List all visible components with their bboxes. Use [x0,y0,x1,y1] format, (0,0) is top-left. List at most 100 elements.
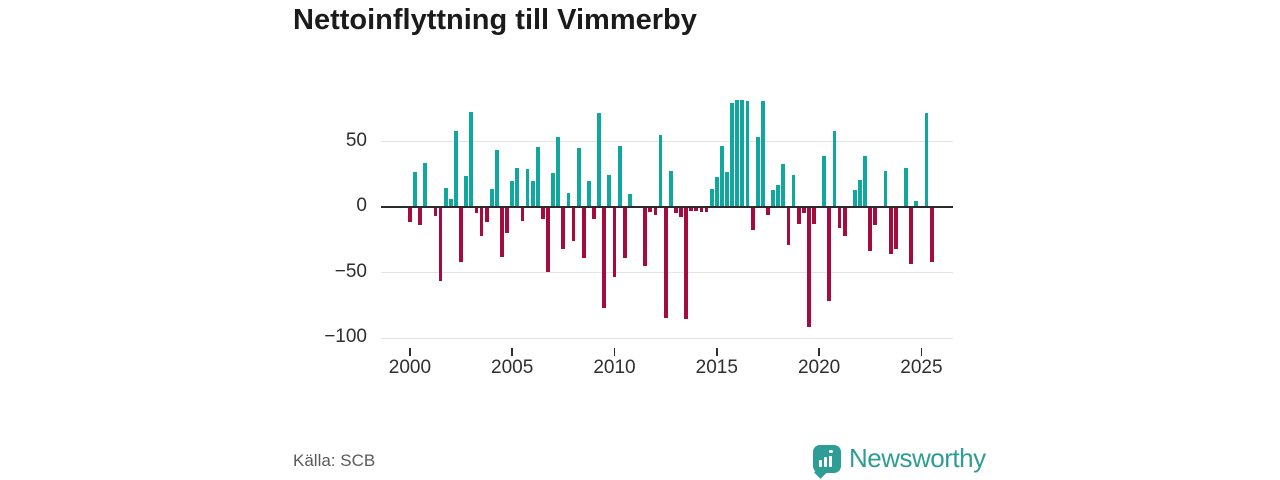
x-axis-tick-2010 [613,348,616,356]
bar-2024-q2 [904,168,908,206]
bar-2019-q3 [806,208,811,328]
x-axis-label-2005: 2005 [491,357,534,378]
bar-2008-q4 [587,181,591,206]
bar-2001-q2 [433,208,438,216]
bar-2000-q1 [408,208,412,223]
x-axis-tick-2000 [409,348,411,356]
logo-bar-medium [824,456,827,467]
newsworthy-wordmark: Newsworthy [849,443,986,473]
x-axis-label-2010: 2010 [593,357,636,378]
bar-2004-q2 [494,149,499,206]
source-note: Källa: SCB [293,451,376,470]
x-axis-label-2025: 2025 [900,357,943,378]
bar-2014-q3 [704,208,709,212]
bar-2000-q2 [413,171,417,206]
bar-2011-q3 [643,208,648,266]
bar-2021-q2 [842,208,847,236]
y-axis-label--50: −50 [334,260,367,282]
bar-2007-q1 [551,173,556,207]
gridline-y--100 [381,337,953,339]
bar-2019-q4 [812,208,816,224]
bar-2003-q2 [474,208,479,214]
bar-2025-q2 [924,113,929,206]
bar-2007-q4 [566,192,571,206]
bar-2015-q2 [720,145,724,206]
bar-2017-q3 [766,208,770,215]
bar-2024-q4 [914,200,919,206]
bar-2000-q3 [418,208,423,225]
bar-2005-q1 [510,181,515,206]
x-axis-label-2000: 2000 [388,357,432,378]
bar-2018-q4 [791,174,796,206]
logo-bar-tall [829,455,832,467]
bar-2019-q1 [796,208,801,224]
bar-2022-q2 [863,156,868,206]
bar-2018-q2 [781,164,786,206]
bar-2014-q2 [699,208,704,212]
bar-2013-q2 [679,208,683,218]
y-axis-label--100: −100 [324,326,367,347]
bar-2002-q3 [459,208,463,262]
bar-2010-q3 [622,208,627,258]
bar-2002-q4 [464,175,469,206]
bar-2015-q3 [725,171,729,206]
zero-axis-line [381,206,953,208]
x-axis-label-2015: 2015 [695,357,738,378]
bar-2002-q1 [448,199,453,206]
bar-2022-q3 [868,208,873,252]
page-title: Nettoinflyttning till Vimmerby [293,4,697,36]
bar-2010-q2 [617,145,622,206]
newsworthy-speech-bubble-chart-icon [813,444,841,479]
bar-2012-q2 [658,135,663,206]
bar-2016-q4 [750,208,755,231]
bar-2012-q3 [663,208,668,318]
bar-2007-q3 [561,208,566,249]
bar-2010-q1 [612,208,617,278]
bar-2013-q1 [673,208,678,214]
bar-2015-q4 [730,102,735,206]
bar-2005-q3 [520,208,525,222]
bar-2011-q4 [648,208,653,212]
bar-2016-q2 [740,99,745,206]
bar-2004-q4 [505,208,509,233]
bar-2023-q4 [893,208,898,249]
gridline-y-50 [381,141,953,142]
bar-2005-q4 [525,169,530,206]
x-axis-tick-2005 [511,348,513,356]
bar-2014-q1 [694,208,699,211]
bar-2009-q2 [597,113,602,206]
bar-2002-q2 [454,131,458,206]
logo-exclamation-dot [829,449,833,453]
bar-2009-q3 [602,208,607,308]
bar-2025-q3 [929,208,934,262]
bar-2001-q4 [443,187,448,206]
bar-2013-q3 [684,208,688,320]
bar-2004-q1 [489,189,494,206]
bar-2017-q2 [760,101,765,206]
bar-2014-q4 [709,189,714,206]
bar-2015-q1 [714,177,719,206]
bar-2005-q2 [515,168,520,206]
bar-2021-q1 [837,208,842,228]
x-axis-label-2020: 2020 [797,357,841,378]
bar-2020-q3 [827,208,832,301]
bar-2013-q4 [689,208,694,211]
bar-2020-q4 [832,131,837,206]
bar-2021-q4 [853,190,857,206]
bar-2006-q1 [530,181,535,206]
logo-bar-small [819,459,822,467]
y-axis-label-0: 0 [356,195,367,216]
x-axis-tick-2025 [920,348,923,356]
bar-2019-q2 [801,208,806,214]
bar-2018-q3 [786,208,791,245]
bar-2017-q4 [771,190,775,206]
x-axis-tick-2015 [716,348,718,356]
bar-2022-q1 [858,179,862,206]
bar-2009-q1 [592,208,596,219]
bar-2006-q4 [546,208,550,273]
bar-2006-q3 [540,208,545,219]
bar-2009-q4 [607,174,612,206]
y-axis-label-50: 50 [345,129,367,151]
